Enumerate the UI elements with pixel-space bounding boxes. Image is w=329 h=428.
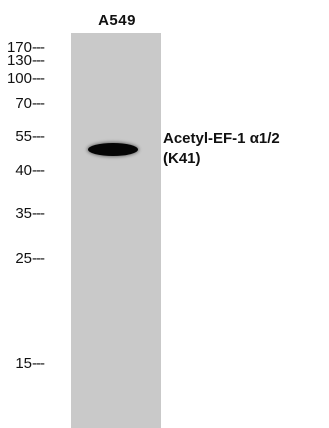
marker-35-label: 35 <box>15 205 32 222</box>
marker-100-label: 100 <box>6 70 32 87</box>
marker-100-tick: --- <box>32 70 45 87</box>
marker-100: 100--- <box>0 71 66 87</box>
marker-40-tick: --- <box>32 162 45 179</box>
lane-label: A549 <box>98 12 136 29</box>
marker-15-label: 15 <box>15 355 32 372</box>
protein-band <box>88 143 138 156</box>
marker-130-tick: --- <box>32 52 45 69</box>
marker-130: 130--- <box>0 53 66 69</box>
marker-55: 55--- <box>0 129 66 145</box>
band-target-site: (K41) <box>163 150 201 167</box>
marker-40: 40--- <box>0 163 66 179</box>
marker-55-tick: --- <box>32 128 45 145</box>
marker-170: 170--- <box>0 40 66 56</box>
band-target-name: Acetyl-EF-1 α1/2 <box>163 130 280 147</box>
marker-70-tick: --- <box>32 95 45 112</box>
marker-25-tick: --- <box>32 250 45 267</box>
gel-lane <box>71 33 161 428</box>
marker-15-tick: --- <box>32 355 45 372</box>
marker-55-label: 55 <box>15 128 32 145</box>
marker-35-tick: --- <box>32 205 45 222</box>
marker-170-label: 170 <box>6 39 32 56</box>
marker-25: 25--- <box>0 251 66 267</box>
marker-70: 70--- <box>0 96 66 112</box>
marker-40-label: 40 <box>15 162 32 179</box>
band-target-label: Acetyl-EF-1 α1/2 (K41) <box>163 129 280 169</box>
marker-130-label: 130 <box>6 52 32 69</box>
marker-25-label: 25 <box>15 250 32 267</box>
marker-15: 15--- <box>0 356 66 372</box>
marker-35: 35--- <box>0 206 66 222</box>
marker-70-label: 70 <box>15 95 32 112</box>
marker-170-tick: --- <box>32 39 45 56</box>
